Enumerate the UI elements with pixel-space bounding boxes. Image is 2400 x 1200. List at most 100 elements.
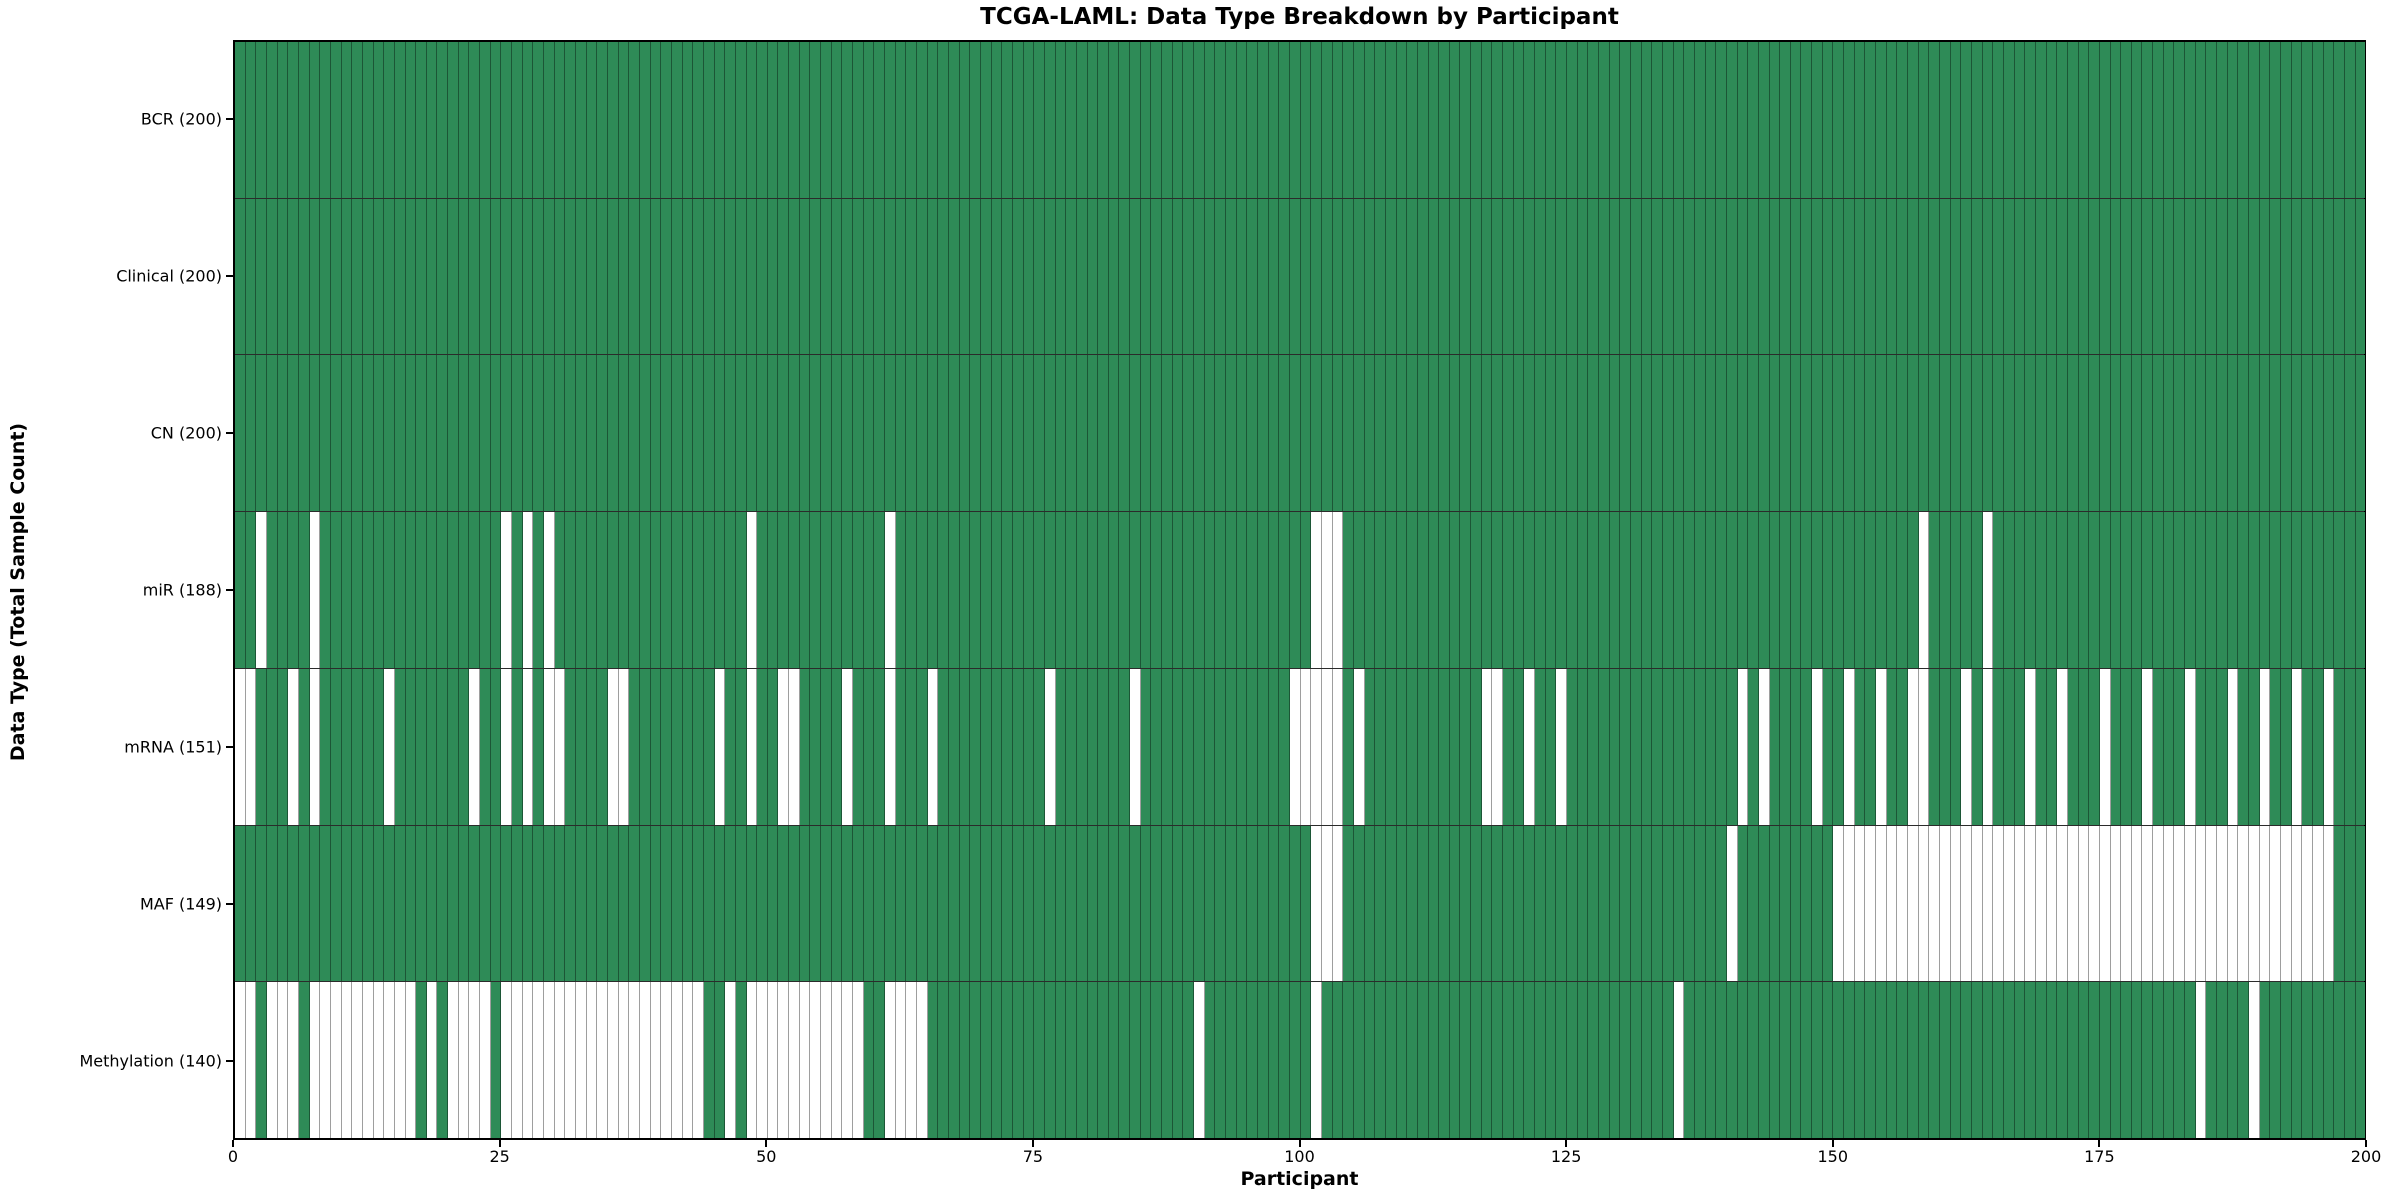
heatmap-cell bbox=[1556, 512, 1568, 668]
heatmap-cell bbox=[970, 825, 981, 982]
heatmap-cell bbox=[2110, 512, 2122, 668]
heatmap-cell bbox=[1513, 355, 1525, 512]
heatmap-cell bbox=[863, 668, 875, 825]
heatmap-cell bbox=[298, 982, 310, 1139]
heatmap-cell bbox=[362, 982, 374, 1139]
heatmap-cell bbox=[458, 355, 470, 512]
heatmap-cell bbox=[746, 512, 758, 668]
heatmap-cell bbox=[607, 42, 619, 198]
heatmap-cell bbox=[1492, 512, 1504, 668]
heatmap-cell bbox=[1055, 42, 1067, 198]
heatmap-cell bbox=[1673, 512, 1685, 668]
heatmap-cell bbox=[2270, 512, 2281, 668]
heatmap-cell bbox=[1098, 512, 1109, 668]
heatmap-cell bbox=[1673, 668, 1685, 825]
heatmap-cell bbox=[1918, 198, 1930, 355]
heatmap-cell bbox=[778, 982, 790, 1139]
heatmap-cell bbox=[1812, 512, 1823, 668]
heatmap-cell bbox=[1876, 512, 1887, 668]
heatmap-cell bbox=[2238, 982, 2250, 1139]
heatmap-cell bbox=[352, 668, 363, 825]
heatmap-cell bbox=[927, 668, 939, 825]
heatmap-cell bbox=[2249, 668, 2260, 825]
heatmap-cell bbox=[2312, 982, 2324, 1139]
heatmap-cell bbox=[2067, 42, 2079, 198]
heatmap-cell bbox=[607, 198, 619, 355]
heatmap-cell bbox=[1215, 982, 1227, 1139]
heatmap-cell bbox=[1066, 42, 1077, 198]
heatmap-cell bbox=[288, 355, 299, 512]
heatmap-cell bbox=[1321, 42, 1333, 198]
heatmap-cell bbox=[1151, 825, 1163, 982]
heatmap-cell bbox=[842, 982, 854, 1139]
heatmap-cell bbox=[1492, 198, 1504, 355]
heatmap-cell bbox=[1311, 982, 1322, 1139]
heatmap-cell bbox=[1343, 668, 1354, 825]
heatmap-cell bbox=[1822, 198, 1834, 355]
heatmap-cell bbox=[1098, 42, 1109, 198]
heatmap-cell bbox=[2174, 668, 2186, 825]
heatmap-cell bbox=[757, 512, 768, 668]
heatmap-cell bbox=[235, 512, 246, 668]
heatmap-cell bbox=[1609, 982, 1621, 1139]
heatmap-cell bbox=[735, 355, 747, 512]
heatmap-cell bbox=[1343, 982, 1354, 1139]
heatmap-cell bbox=[671, 982, 683, 1139]
heatmap-cell bbox=[618, 668, 630, 825]
heatmap-cell bbox=[1247, 355, 1258, 512]
heatmap-cell bbox=[1215, 825, 1227, 982]
heatmap-cell bbox=[682, 42, 694, 198]
heatmap-cell bbox=[1140, 982, 1152, 1139]
heatmap-cell bbox=[1012, 42, 1024, 198]
heatmap-cell bbox=[1609, 512, 1621, 668]
heatmap-cell bbox=[458, 668, 470, 825]
heatmap-cell bbox=[1662, 355, 1674, 512]
heatmap-cell bbox=[1449, 355, 1461, 512]
heatmap-cell bbox=[1279, 355, 1290, 512]
heatmap-cell bbox=[309, 982, 321, 1139]
heatmap-cell bbox=[426, 198, 438, 355]
heatmap-cell bbox=[1012, 668, 1024, 825]
heatmap-cell bbox=[671, 825, 683, 982]
heatmap-cell bbox=[2281, 198, 2292, 355]
heatmap-cell bbox=[1620, 512, 1631, 668]
heatmap-cell bbox=[1652, 198, 1663, 355]
heatmap-cell bbox=[1684, 512, 1695, 668]
heatmap-cell bbox=[2003, 825, 2015, 982]
heatmap-cell bbox=[1844, 42, 1855, 198]
heatmap-cell bbox=[597, 42, 608, 198]
heatmap-cell bbox=[1407, 512, 1418, 668]
heatmap-cell bbox=[2057, 198, 2068, 355]
heatmap-cell bbox=[2099, 198, 2111, 355]
heatmap-cell bbox=[1108, 982, 1120, 1139]
heatmap-cell bbox=[895, 42, 907, 198]
heatmap-cell bbox=[2302, 512, 2313, 668]
heatmap-cell bbox=[2206, 198, 2218, 355]
heatmap-cell bbox=[1279, 825, 1290, 982]
heatmap-cell bbox=[842, 668, 854, 825]
heatmap-row-Clinical bbox=[235, 197, 2366, 355]
heatmap-cell bbox=[1716, 982, 1727, 1139]
heatmap-cell bbox=[2131, 42, 2143, 198]
heatmap-cell bbox=[1577, 198, 1589, 355]
heatmap-cell bbox=[1396, 198, 1408, 355]
heatmap-cell bbox=[1567, 198, 1578, 355]
heatmap-cell bbox=[2025, 198, 2036, 355]
heatmap-cell bbox=[959, 355, 971, 512]
heatmap-cell bbox=[1535, 198, 1546, 355]
heatmap-cell bbox=[1993, 668, 2004, 825]
heatmap-cell bbox=[1247, 42, 1258, 198]
heatmap-cell bbox=[1066, 668, 1077, 825]
heatmap-cell bbox=[1332, 198, 1344, 355]
heatmap-cell bbox=[1002, 42, 1013, 198]
heatmap-cell bbox=[1385, 42, 1397, 198]
heatmap-cell bbox=[746, 355, 758, 512]
heatmap-cell bbox=[980, 355, 992, 512]
heatmap-cell bbox=[906, 355, 917, 512]
heatmap-cell bbox=[1567, 982, 1578, 1139]
heatmap-cell bbox=[767, 982, 779, 1139]
heatmap-cell bbox=[2227, 198, 2239, 355]
heatmap-cell bbox=[1886, 825, 1898, 982]
heatmap-cell bbox=[2057, 982, 2068, 1139]
heatmap-cell bbox=[256, 982, 267, 1139]
